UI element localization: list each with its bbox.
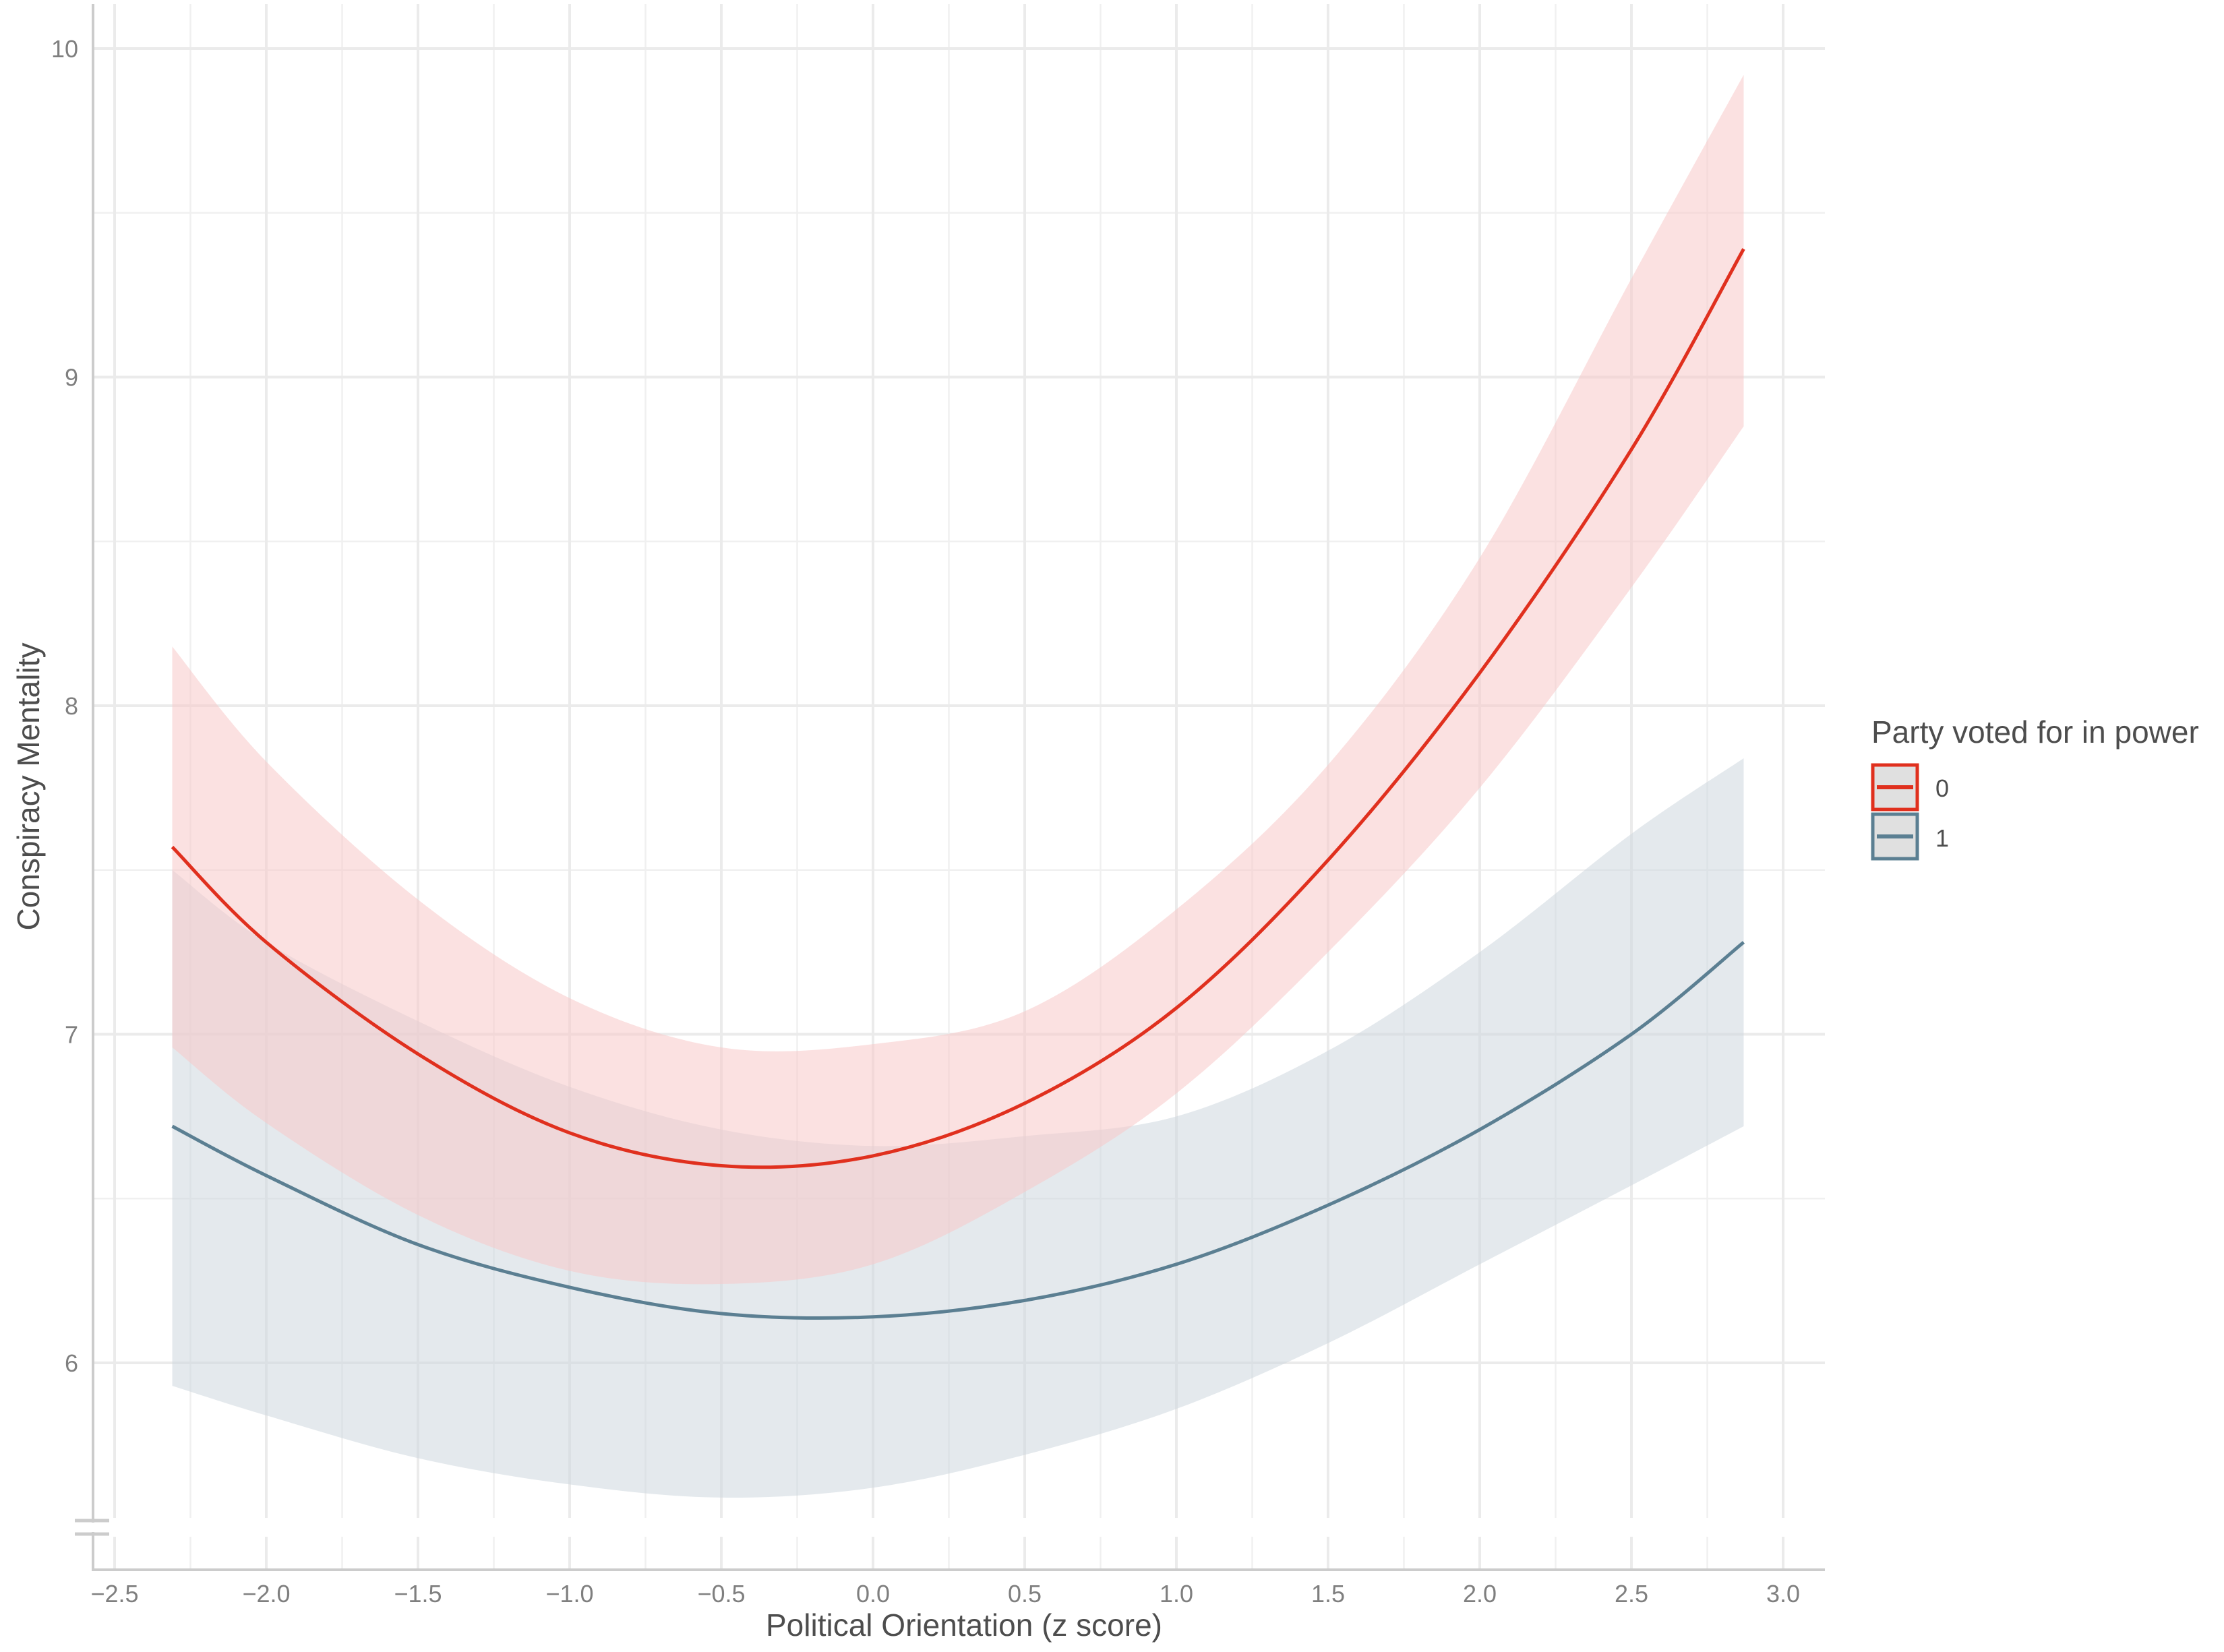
- x-tick-label: 0.0: [856, 1580, 890, 1608]
- x-tick-label: −2.5: [90, 1580, 138, 1608]
- x-tick-labels: −2.5 −2.0 −1.5 −1.0 −0.5 0.0 0.5 1.0 1.5 2.0 2.5 3.…: [90, 1580, 1800, 1608]
- legend-item-1: 1: [1871, 812, 1949, 861]
- y-tick-labels: 6 7 8 9 10: [51, 35, 78, 1377]
- fit-line-0: [171, 248, 1745, 1169]
- fit-line-1: [171, 941, 1745, 1320]
- legend: Party voted for in power 0 1: [1871, 714, 2199, 861]
- legend-title: Party voted for in power: [1871, 714, 2199, 749]
- x-tick-label: −0.5: [697, 1580, 745, 1608]
- x-tick-label: 0.5: [1008, 1580, 1042, 1608]
- legend-label-0: 0: [1935, 774, 1949, 802]
- x-tick-label: −1.0: [545, 1580, 593, 1608]
- y-axis-title: Conspiracy Mentality: [11, 643, 46, 931]
- x-axis-title: Political Orientation (z score): [766, 1608, 1162, 1643]
- confidence-band-1: [172, 758, 1744, 1498]
- x-tick-label: −2.0: [242, 1580, 290, 1608]
- y-tick-label: 9: [65, 364, 78, 392]
- x-tick-label: 2.5: [1615, 1580, 1648, 1608]
- x-tick-label: 1.5: [1311, 1580, 1345, 1608]
- confidence-band-0: [172, 75, 1744, 1285]
- y-tick-label: 7: [65, 1021, 78, 1049]
- y-tick-label: 6: [65, 1349, 78, 1377]
- y-tick-label: 10: [51, 35, 78, 63]
- x-tick-label: 1.0: [1160, 1580, 1193, 1608]
- x-tick-label: −1.5: [394, 1580, 442, 1608]
- x-tick-label: 2.0: [1463, 1580, 1497, 1608]
- x-tick-label: 3.0: [1766, 1580, 1800, 1608]
- legend-item-0: 0: [1871, 763, 1949, 812]
- axis-break-icon: [75, 1519, 109, 1536]
- legend-label-1: 1: [1935, 824, 1949, 852]
- y-tick-label: 8: [65, 692, 78, 720]
- fit-lines: [171, 248, 1745, 1320]
- confidence-bands: [172, 75, 1744, 1498]
- y-axis: [75, 4, 109, 1570]
